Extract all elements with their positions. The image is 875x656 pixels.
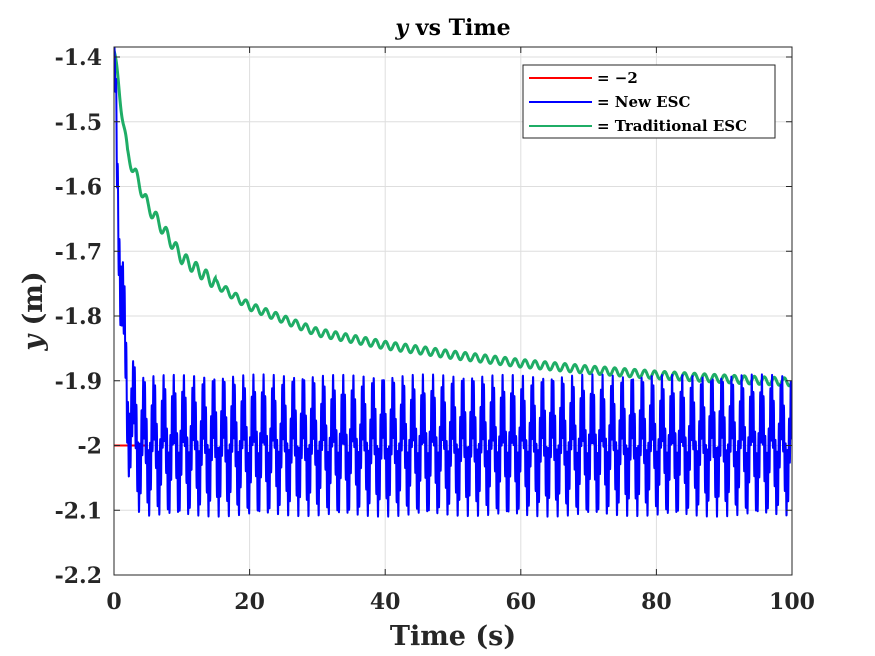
chart-title-var: y bbox=[394, 15, 410, 41]
x-axis-ticks: 0 20 40 60 80 100 bbox=[106, 47, 815, 615]
y-tick-label: -1.4 bbox=[55, 45, 102, 71]
x-tick-label: 0 bbox=[106, 589, 121, 615]
y-tick-label: -1.6 bbox=[55, 175, 102, 201]
y-tick-label: -1.8 bbox=[55, 304, 102, 330]
y-axis-label-rest: (m) bbox=[18, 271, 49, 335]
y-tick-label: -1.5 bbox=[55, 110, 102, 136]
legend-label-traditional-esc: = Traditional ESC bbox=[597, 117, 747, 135]
y-axis-ticks: -2.2 -2.1 -2 -1.9 -1.8 -1.7 -1.6 -1.5 -1.4 bbox=[55, 45, 792, 589]
y-tick-label: -1.9 bbox=[55, 369, 102, 395]
y-tick-label: -2 bbox=[78, 434, 102, 460]
legend-label-new-esc: = New ESC bbox=[597, 93, 690, 111]
y-tick-label: -2.2 bbox=[55, 563, 102, 589]
x-tick-label: 100 bbox=[769, 589, 815, 615]
legend-label-reference: = −2 bbox=[597, 69, 638, 87]
y-tick-label: -1.7 bbox=[55, 239, 102, 265]
x-tick-label: 60 bbox=[505, 589, 536, 615]
legend: = −2 = New ESC = Traditional ESC bbox=[522, 64, 776, 139]
x-tick-label: 40 bbox=[370, 589, 401, 615]
series-line-new-esc bbox=[114, 47, 792, 518]
x-axis-label: Time (s) bbox=[390, 621, 516, 652]
y-axis-label: y (m) bbox=[18, 271, 49, 351]
chart-title: y vs Time bbox=[394, 15, 510, 41]
series-line-traditional-esc bbox=[114, 50, 792, 388]
x-tick-label: 80 bbox=[641, 589, 672, 615]
y-tick-label: -2.1 bbox=[55, 498, 102, 524]
x-tick-label: 20 bbox=[234, 589, 265, 615]
chart-title-rest: vs Time bbox=[408, 15, 511, 41]
axes-box bbox=[113, 46, 793, 576]
y-axis-label-var: y bbox=[18, 333, 49, 352]
